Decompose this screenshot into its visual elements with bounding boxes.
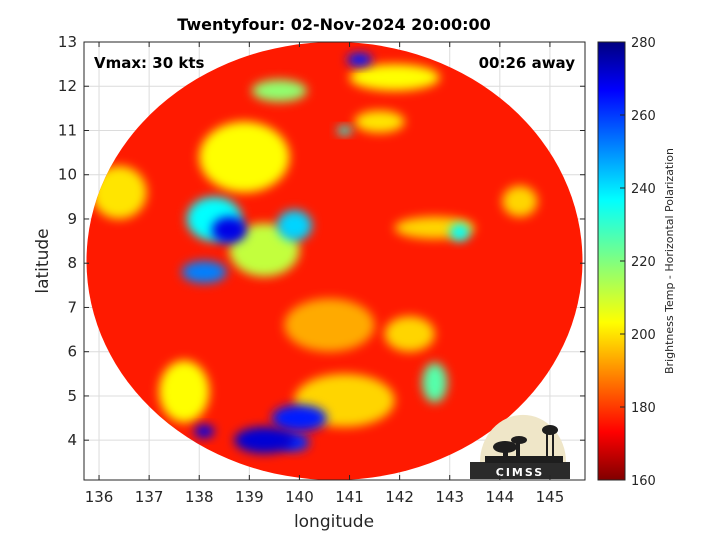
colorbar-tick-label: 280 [631, 36, 656, 51]
brightness-feature [271, 404, 327, 432]
y-axis-label: latitude [33, 228, 53, 293]
brightness-feature [349, 64, 440, 91]
y-tick-label: 4 [67, 431, 77, 449]
colorbar-tick-label: 240 [631, 182, 656, 197]
y-tick-label: 6 [67, 343, 77, 361]
time-away-annotation: 00:26 away [479, 54, 576, 72]
brightness-feature [354, 110, 405, 133]
x-tick-label: 139 [235, 488, 264, 506]
brightness-feature [251, 79, 307, 102]
y-tick-label: 13 [58, 33, 77, 51]
colorbar-label: Brightness Temp - Horizontal Polarizatio… [663, 148, 676, 374]
brightness-feature [181, 261, 227, 284]
brightness-feature [211, 216, 247, 244]
plot-frame [83, 41, 586, 481]
brightness-feature [159, 360, 210, 423]
x-tick-label: 142 [385, 488, 414, 506]
x-axis: 136 137 138 139 140 141 142 143 144 145 [85, 42, 565, 506]
y-tick-label: 9 [67, 210, 77, 228]
vmax-annotation: Vmax: 30 kts [94, 54, 204, 72]
brightness-feature [284, 298, 375, 352]
colorbar-ticks: 160 180 200 220 240 260 280 [620, 36, 656, 489]
y-tick-label: 11 [58, 121, 77, 139]
brightness-feature [276, 210, 312, 242]
colorbar-tick-label: 200 [631, 328, 656, 343]
y-tick-label: 10 [58, 166, 77, 184]
y-tick-label: 5 [67, 387, 77, 405]
brightness-feature [199, 121, 290, 193]
x-axis-label: longitude [294, 512, 374, 532]
colorbar-tick-label: 160 [631, 474, 656, 489]
chart-title: Twentyfour: 02-Nov-2024 20:00:00 [177, 15, 491, 34]
brightness-feature [502, 185, 538, 217]
brightness-feature [449, 223, 470, 242]
y-axis: 4 5 6 7 8 9 10 11 12 13 [58, 33, 585, 449]
brightness-feature [229, 223, 300, 277]
x-tick-label: 140 [285, 488, 314, 506]
colorbar-tick-label: 260 [631, 109, 656, 124]
brightness-features [91, 53, 538, 454]
brightness-feature [91, 165, 147, 219]
brightness-feature [384, 316, 435, 352]
x-tick-label: 136 [85, 488, 114, 506]
x-tick-label: 145 [536, 488, 565, 506]
logo-text: CIMSS [496, 466, 544, 479]
cimss-logo: CIMSS [470, 414, 570, 479]
colorbar-tick-label: 180 [631, 401, 656, 416]
x-tick-label: 143 [435, 488, 464, 506]
colorbar-tick-label: 220 [631, 255, 656, 270]
x-tick-label: 137 [135, 488, 164, 506]
brightness-feature [347, 53, 373, 67]
x-tick-label: 138 [185, 488, 214, 506]
x-tick-label: 141 [335, 488, 364, 506]
y-tick-label: 7 [67, 298, 77, 316]
brightness-feature [194, 424, 215, 438]
brightness-feature [234, 426, 295, 454]
brightness-feature [422, 362, 448, 403]
x-tick-label: 144 [486, 488, 515, 506]
y-tick-label: 12 [58, 77, 77, 95]
brightness-feature [337, 126, 353, 135]
y-tick-label: 8 [67, 254, 77, 272]
